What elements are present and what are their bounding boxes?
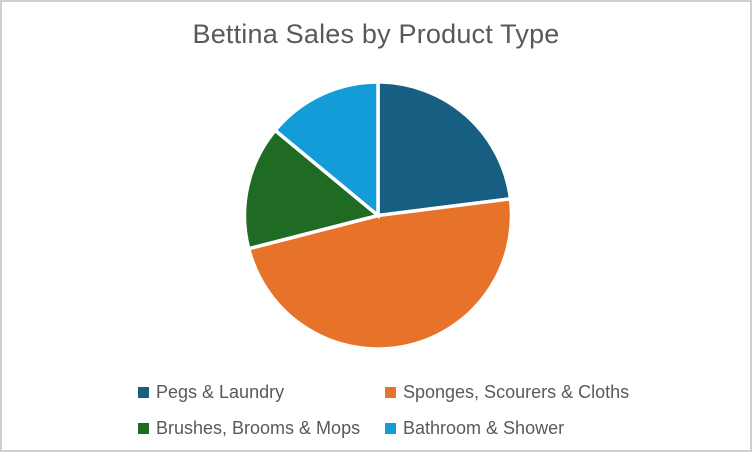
legend-marker-brushes-brooms-mops — [138, 422, 149, 434]
pie-slice-pegs-laundry — [376, 80, 513, 218]
legend-item-bathroom-shower: Bathroom & Shower — [385, 418, 629, 439]
legend: Pegs & Laundry Sponges, Scourers & Cloth… — [138, 382, 629, 438]
legend-label-sponges-scourers-cloths: Sponges, Scourers & Cloths — [403, 382, 630, 402]
legend-marker-pegs-laundry — [138, 386, 149, 398]
legend-item-brushes-brooms-mops: Brushes, Brooms & Mops — [138, 418, 385, 439]
pie-slice-bathroom-shower — [272, 80, 380, 220]
legend-item-pegs-laundry: Pegs & Laundry — [138, 382, 385, 403]
legend-marker-bathroom-shower — [385, 422, 396, 434]
legend-label-pegs-laundry: Pegs & Laundry — [156, 382, 285, 402]
chart-title: Bettina Sales by Product Type — [192, 19, 560, 49]
pie-slice-sponges-scourers-cloths — [246, 196, 514, 351]
pie-slice-brushes-brooms-mops — [242, 127, 382, 251]
legend-label-bathroom-shower: Bathroom & Shower — [403, 417, 565, 438]
legend-marker-sponges-scourers-cloths — [385, 386, 396, 398]
legend-item-sponges-scourers-cloths: Sponges, Scourers & Cloths — [385, 382, 629, 403]
legend-label-brushes-brooms-mops: Brushes, Brooms & Mops — [156, 417, 361, 438]
